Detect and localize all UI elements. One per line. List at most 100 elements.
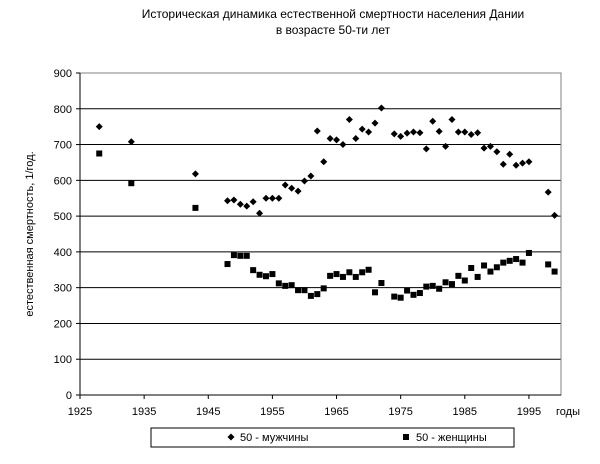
female-point <box>474 273 481 280</box>
female-point <box>282 282 289 289</box>
female-point <box>327 272 334 279</box>
male-point <box>230 196 238 204</box>
male-point <box>403 129 411 137</box>
female-point <box>243 252 250 259</box>
y-tick-label: 700 <box>54 140 72 152</box>
female-point <box>301 287 308 294</box>
male-point <box>519 159 527 167</box>
male-point <box>544 188 552 196</box>
male-point <box>377 104 385 112</box>
female-point <box>230 252 237 259</box>
male-point <box>416 129 424 137</box>
female-point <box>192 204 199 211</box>
female-point <box>128 180 135 187</box>
y-tick-label: 900 <box>54 68 72 80</box>
legend-marker-square <box>403 434 409 440</box>
chart-title-line-2: в возрасте 50-ти лет <box>276 23 391 37</box>
male-point <box>390 130 398 138</box>
legend-entry-female: 50 - женщины <box>416 432 487 444</box>
male-point <box>294 187 302 195</box>
male-point <box>467 131 475 139</box>
chart-title-line-1: Историческая динамика естественной смерт… <box>142 7 524 21</box>
male-point <box>525 158 533 166</box>
male-point <box>371 119 379 127</box>
female-point <box>487 268 494 275</box>
female-point <box>250 267 257 274</box>
female-point <box>513 256 520 263</box>
male-point <box>435 127 443 135</box>
y-tick-label: 300 <box>54 283 72 295</box>
female-point <box>237 252 244 259</box>
female-point <box>307 292 314 299</box>
male-point <box>474 129 482 137</box>
male-point <box>326 134 334 142</box>
x-tick-label: 1945 <box>196 406 220 418</box>
x-tick-label: 1965 <box>324 406 348 418</box>
legend-marker-diamond <box>227 433 235 441</box>
female-point <box>391 293 398 300</box>
male-point <box>499 160 507 168</box>
male-point <box>333 136 341 144</box>
male-point <box>448 116 456 124</box>
female-point <box>339 273 346 280</box>
y-tick-label: 600 <box>54 175 72 187</box>
male-point <box>224 197 232 205</box>
male-point <box>506 150 514 158</box>
male-point <box>486 142 494 150</box>
female-point <box>372 289 379 296</box>
female-point <box>481 262 488 269</box>
female-point <box>436 285 443 292</box>
male-point <box>454 128 462 136</box>
female-point <box>448 281 455 288</box>
legend: 50 - мужчины 50 - женщины <box>150 427 515 448</box>
female-point <box>262 273 269 280</box>
female-point <box>269 271 276 278</box>
male-point <box>397 132 405 140</box>
male-point <box>429 117 437 125</box>
female-point <box>378 280 385 287</box>
y-tick-label: 200 <box>54 318 72 330</box>
gridlines <box>80 72 561 360</box>
female-point <box>506 257 513 264</box>
male-point <box>281 181 289 189</box>
male-point <box>300 177 308 185</box>
male-point <box>493 148 501 156</box>
male-point <box>365 128 373 136</box>
y-tick-label: 500 <box>54 211 72 223</box>
male-point <box>345 116 353 124</box>
male-point <box>512 161 520 169</box>
male-point <box>313 127 321 135</box>
female-point <box>429 282 436 289</box>
male-point <box>352 134 360 142</box>
female-point <box>314 291 321 298</box>
male-point <box>339 141 347 149</box>
male-point <box>95 123 103 131</box>
male-point <box>191 170 199 178</box>
female-point <box>493 264 500 271</box>
female-point <box>224 261 231 268</box>
x-tick-label: 1955 <box>260 406 284 418</box>
male-point <box>268 194 276 202</box>
male-point <box>262 194 270 202</box>
female-point <box>416 290 423 297</box>
female-point <box>320 285 327 292</box>
male-point <box>409 128 417 136</box>
male-point <box>551 211 559 219</box>
data-points <box>95 104 559 301</box>
female-point <box>352 273 359 280</box>
axes: 0 100 200 300 400 500 600 700 800 900 1925 1935 1945… <box>54 68 561 418</box>
y-tick-label: 100 <box>54 354 72 366</box>
female-point <box>275 280 282 287</box>
male-point <box>236 200 244 208</box>
female-point <box>551 268 558 275</box>
female-point <box>256 271 263 278</box>
female-point <box>455 272 462 279</box>
x-tick-label: 1925 <box>68 406 92 418</box>
male-point <box>442 142 450 150</box>
male-point <box>243 202 251 210</box>
plot-frame <box>79 72 562 396</box>
female-point <box>468 264 475 271</box>
female-point <box>442 279 449 286</box>
female-point <box>500 259 507 266</box>
